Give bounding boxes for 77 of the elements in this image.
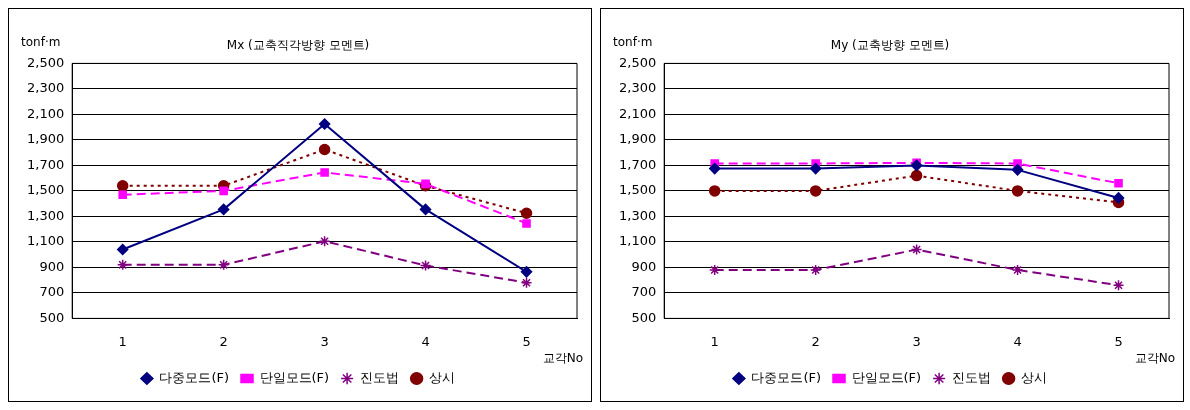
y-tick-label: 1,700 bbox=[27, 156, 65, 172]
point bbox=[1011, 185, 1024, 197]
point bbox=[116, 243, 129, 256]
point bbox=[318, 143, 331, 156]
y-tick-label: 2,100 bbox=[619, 105, 657, 121]
y-tick-label: 1,900 bbox=[619, 131, 657, 147]
point bbox=[118, 190, 127, 200]
legend-label: 진도법 bbox=[951, 369, 991, 385]
point bbox=[217, 259, 230, 271]
y-tick-label: 1,700 bbox=[619, 156, 657, 172]
y-tick-label: 1,500 bbox=[27, 182, 65, 198]
y-tick-label: 700 bbox=[631, 284, 657, 300]
y-tick-label: 500 bbox=[631, 309, 657, 325]
point bbox=[809, 185, 822, 197]
point bbox=[318, 118, 331, 130]
point bbox=[708, 162, 721, 175]
point bbox=[419, 203, 432, 216]
point bbox=[910, 169, 923, 182]
x-axis-title: 교각No bbox=[542, 350, 583, 367]
point bbox=[116, 180, 129, 192]
x-tick-label: 1 bbox=[118, 333, 127, 349]
y-tick-label: 900 bbox=[631, 258, 657, 274]
point bbox=[217, 203, 230, 216]
point bbox=[219, 186, 228, 196]
point bbox=[520, 207, 533, 219]
legend-label: 상시 bbox=[429, 369, 456, 385]
y-tick-label: 2,500 bbox=[27, 54, 65, 70]
point bbox=[116, 259, 129, 271]
y-tick-label: 1,100 bbox=[619, 233, 657, 249]
x-axis-title: 교각No bbox=[1134, 350, 1175, 367]
y-tick-label: 2,500 bbox=[619, 54, 657, 70]
legend-label: 진도법 bbox=[359, 369, 399, 385]
y-tick-label: 1,100 bbox=[27, 233, 65, 249]
y-tick-label: 2,300 bbox=[619, 80, 657, 96]
y-axis-title: tonf·m bbox=[613, 35, 653, 49]
x-tick-label: 4 bbox=[421, 333, 430, 349]
y-axis-title: tonf·m bbox=[21, 35, 61, 49]
point bbox=[1011, 264, 1024, 276]
y-tick-label: 900 bbox=[39, 258, 65, 274]
point bbox=[520, 266, 533, 278]
x-tick-label: 3 bbox=[320, 333, 329, 349]
point bbox=[320, 168, 329, 177]
x-tick-label: 2 bbox=[219, 333, 228, 349]
point bbox=[1114, 178, 1123, 188]
x-tick-label: 4 bbox=[1013, 333, 1022, 349]
point bbox=[1011, 164, 1024, 176]
point bbox=[1112, 279, 1125, 291]
y-tick-label: 2,300 bbox=[27, 80, 65, 96]
point bbox=[522, 219, 531, 228]
legend-label: 다중모드(F) bbox=[159, 369, 229, 385]
point bbox=[318, 235, 331, 248]
point bbox=[1112, 192, 1125, 204]
legend-label: 다중모드(F) bbox=[751, 369, 821, 385]
y-tick-label: 500 bbox=[39, 309, 65, 325]
legend-label: 상시 bbox=[1021, 369, 1048, 385]
x-tick-label: 3 bbox=[912, 333, 921, 349]
point bbox=[520, 276, 533, 289]
y-tick-label: 1,900 bbox=[27, 131, 65, 147]
legend-label: 단일모드(F) bbox=[851, 369, 922, 385]
x-tick-label: 2 bbox=[811, 333, 820, 349]
y-tick-label: 2,100 bbox=[27, 105, 65, 121]
point bbox=[809, 264, 822, 276]
y-tick-label: 700 bbox=[39, 284, 65, 300]
legend-label: 단일모드(F) bbox=[259, 369, 330, 385]
x-tick-label: 5 bbox=[1114, 333, 1123, 349]
chart-title: My (교축방향 모멘트) bbox=[830, 38, 950, 53]
chart-title: Mx (교축직각방향 모멘트) bbox=[226, 38, 370, 53]
y-tick-label: 1,300 bbox=[619, 207, 657, 223]
point bbox=[809, 162, 822, 175]
point bbox=[910, 243, 923, 256]
x-tick-label: 1 bbox=[710, 333, 719, 349]
y-tick-label: 1,500 bbox=[619, 182, 657, 198]
point bbox=[419, 259, 432, 272]
point bbox=[708, 185, 721, 197]
x-tick-label: 5 bbox=[522, 333, 531, 349]
point bbox=[910, 159, 923, 172]
y-tick-label: 1,300 bbox=[27, 207, 65, 223]
